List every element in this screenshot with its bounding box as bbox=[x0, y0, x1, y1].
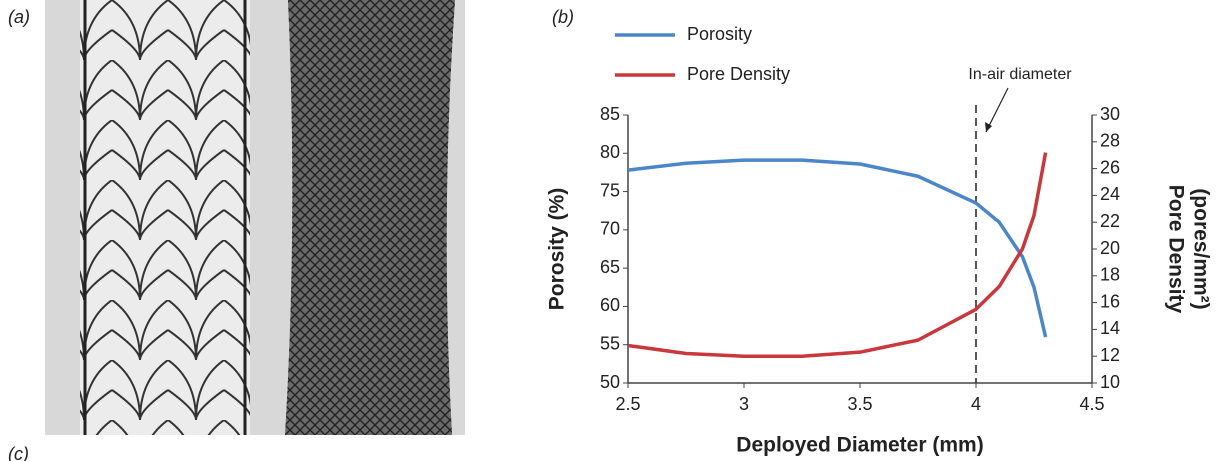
y2-axis-title: Pore Density bbox=[1164, 185, 1187, 314]
y-tick-label: 85 bbox=[600, 104, 620, 124]
series-line bbox=[628, 160, 1046, 337]
y2-tick-label: 16 bbox=[1100, 291, 1120, 311]
panel-label: (b) bbox=[552, 7, 574, 27]
annotation: In-air diameter bbox=[968, 66, 1072, 83]
y-tick-label: 65 bbox=[600, 257, 620, 277]
panel-label: (a) bbox=[8, 7, 30, 27]
x-tick-label: 4 bbox=[971, 394, 981, 414]
y-tick-label: 75 bbox=[600, 180, 620, 200]
legend-label: Porosity bbox=[687, 24, 752, 44]
y2-tick-label: 20 bbox=[1100, 238, 1120, 258]
y-tick-label: 70 bbox=[600, 219, 620, 239]
y-tick-label: 50 bbox=[600, 372, 620, 392]
x-tick-label: 2.5 bbox=[615, 394, 640, 414]
y2-tick-label: 12 bbox=[1100, 345, 1120, 365]
y2-tick-label: 24 bbox=[1100, 184, 1120, 204]
y2-tick-label: 10 bbox=[1100, 372, 1120, 392]
y2-axis-title: (pores/mm²) bbox=[1189, 188, 1212, 309]
annotation-arrow bbox=[985, 122, 992, 132]
y-tick-label: 55 bbox=[600, 333, 620, 353]
y2-tick-label: 22 bbox=[1100, 211, 1120, 231]
series-line bbox=[628, 153, 1046, 357]
x-tick-label: 3.5 bbox=[847, 394, 872, 414]
legend-label: Pore Density bbox=[687, 64, 790, 84]
y2-tick-label: 28 bbox=[1100, 131, 1120, 151]
y-tick-label: 60 bbox=[600, 295, 620, 315]
figure: (a) (b) (c) Deployed Diameter (mm) Poros… bbox=[0, 0, 1227, 461]
y-tick-label: 80 bbox=[600, 142, 620, 162]
y2-tick-label: 26 bbox=[1100, 157, 1120, 177]
x-tick-label: 4.5 bbox=[1079, 394, 1104, 414]
photo-a bbox=[45, 0, 465, 435]
y2-tick-label: 18 bbox=[1100, 265, 1120, 285]
x-tick-label: 3 bbox=[739, 394, 749, 414]
y2-tick-label: 14 bbox=[1100, 318, 1120, 338]
panel-label: (c) bbox=[8, 444, 29, 461]
y2-tick-label: 30 bbox=[1100, 104, 1120, 124]
x-axis-title: Deployed Diameter (mm) bbox=[736, 434, 983, 457]
y-axis-title: Porosity (%) bbox=[546, 188, 569, 311]
